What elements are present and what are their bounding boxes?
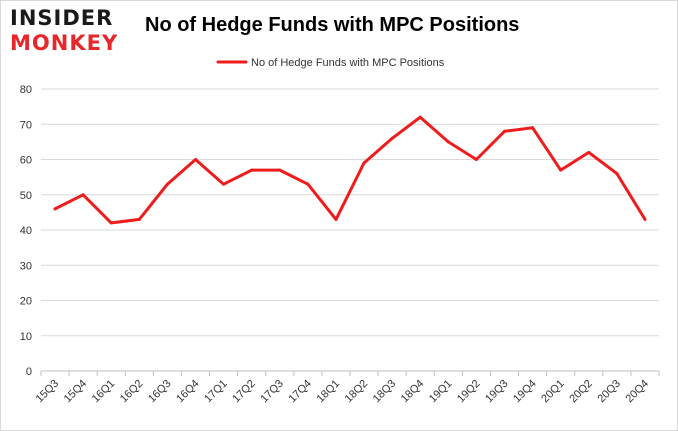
x-tick-label: 19Q1: [427, 378, 455, 406]
x-tick-label: 16Q1: [90, 378, 118, 406]
data-point: [165, 182, 169, 186]
x-tick-label: 17Q2: [230, 378, 258, 406]
data-point: [194, 158, 197, 161]
data-point: [559, 168, 563, 172]
data-point: [222, 182, 226, 186]
x-tick-label: 18Q1: [315, 378, 343, 406]
y-tick-label: 80: [20, 84, 32, 96]
logo-text-top: INSIDER: [10, 6, 114, 30]
x-tick-label: 20Q4: [624, 378, 652, 406]
y-tick-label: 20: [20, 296, 32, 308]
data-point: [109, 221, 113, 225]
data-point: [615, 172, 619, 176]
data-point: [334, 217, 338, 221]
x-tick-label: 20Q3: [595, 378, 623, 406]
axis-layer: 0 10 20 30 40 50 60 70 80 15Q3 15Q4 16Q1 16Q2 16Q3 16Q…: [20, 84, 660, 406]
data-point: [418, 115, 422, 119]
y-tick-label: 10: [20, 331, 32, 343]
data-point: [390, 136, 394, 140]
x-tick-label: 16Q2: [118, 378, 146, 406]
legend-label: No of Hedge Funds with MPC Positions: [251, 57, 445, 69]
x-tick-label: 17Q4: [286, 378, 314, 406]
x-tick-label: 20Q1: [539, 378, 567, 406]
x-tick-label: 20Q2: [567, 378, 595, 406]
x-tick-label: 15Q3: [34, 378, 62, 406]
data-point: [531, 126, 535, 130]
x-tick-label: 19Q2: [455, 378, 483, 406]
x-tick-label: 15Q4: [62, 378, 90, 406]
data-point: [643, 217, 647, 221]
data-point: [362, 161, 366, 165]
y-tick-label: 30: [20, 260, 32, 272]
y-tick-label: 40: [20, 225, 32, 237]
data-point: [306, 182, 310, 186]
y-tick-label: 60: [20, 155, 32, 167]
insider-monkey-logo: INSIDER MONKEY: [10, 6, 130, 56]
x-tick-label: 18Q3: [371, 378, 399, 406]
x-tick-label: 18Q4: [399, 378, 427, 406]
series-layer: [53, 115, 647, 225]
data-point: [503, 129, 506, 133]
x-tick-label: 16Q3: [146, 378, 174, 406]
data-point: [53, 207, 57, 211]
x-tick-label: 19Q4: [511, 378, 539, 406]
x-tick-label: 18Q2: [343, 378, 371, 406]
y-tick-label: 0: [26, 366, 32, 378]
data-point: [250, 168, 254, 172]
y-tick-label: 70: [20, 119, 32, 131]
x-tick-label: 16Q4: [174, 378, 202, 406]
data-point: [137, 217, 141, 221]
x-tick-label: 19Q3: [483, 378, 511, 406]
chart-title: No of Hedge Funds with MPC Positions: [145, 14, 520, 36]
legend: No of Hedge Funds with MPC Positions: [216, 57, 445, 69]
x-tick-label: 17Q1: [202, 378, 230, 406]
logo-text-bottom: MONKEY: [10, 31, 119, 55]
data-point: [474, 158, 478, 161]
data-point: [587, 150, 591, 154]
data-point: [446, 140, 450, 144]
series-line: [53, 115, 647, 225]
data-point: [81, 193, 85, 197]
y-tick-label: 50: [20, 190, 32, 202]
grid-layer: [41, 88, 659, 337]
data-point: [278, 168, 282, 172]
x-tick-label: 17Q3: [258, 378, 286, 406]
